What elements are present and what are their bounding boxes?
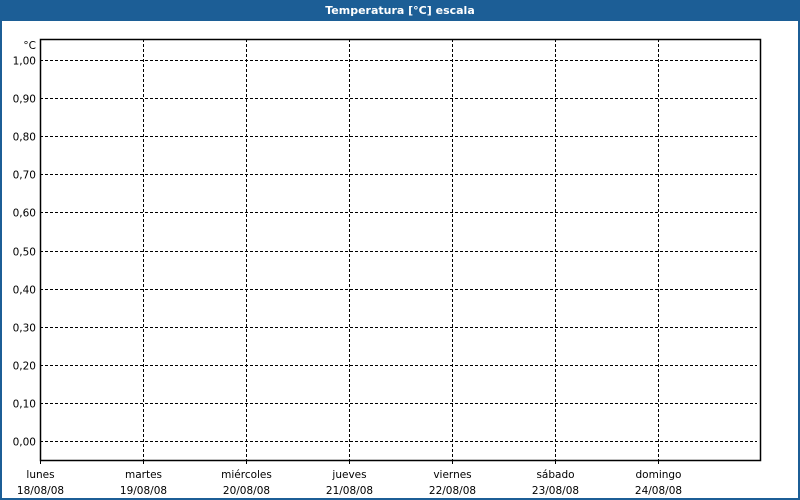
y-tick-label: 0,60 (13, 208, 36, 220)
x-tick-date: 18/08/08 (17, 485, 64, 497)
y-tick-label: 0,90 (13, 94, 36, 106)
x-tick-date: 23/08/08 (532, 485, 579, 497)
y-tick-label: 0,70 (13, 170, 36, 182)
x-tick-day: martes (125, 469, 162, 481)
y-axis-unit: °C (23, 40, 36, 52)
x-tick-day: miércoles (221, 469, 272, 481)
x-tick-date: 21/08/08 (326, 485, 373, 497)
y-tick-label: 0,80 (13, 132, 36, 144)
x-tick-day: lunes (26, 469, 54, 481)
x-tick-day: domingo (636, 469, 682, 481)
x-tick-date: 22/08/08 (429, 485, 476, 497)
y-tick-label: 0,40 (13, 285, 36, 297)
y-tick-label: 0,50 (13, 247, 36, 259)
y-tick-label: 0,30 (13, 323, 36, 335)
chart-area (2, 21, 798, 498)
x-tick-date: 20/08/08 (223, 485, 270, 497)
x-tick-day: sábado (536, 469, 574, 481)
plot-frame (39, 38, 762, 462)
y-tick-label: 1,00 (13, 56, 36, 68)
x-tick-day: viernes (433, 469, 471, 481)
y-tick-label: 0,00 (13, 437, 36, 449)
x-tick-date: 24/08/08 (635, 485, 682, 497)
x-tick-date: 19/08/08 (120, 485, 167, 497)
window-title: Temperatura [°C] escala (0, 0, 800, 21)
y-tick-label: 0,10 (13, 399, 36, 411)
x-tick-day: jueves (331, 469, 366, 481)
y-tick-label: 0,20 (13, 361, 36, 373)
